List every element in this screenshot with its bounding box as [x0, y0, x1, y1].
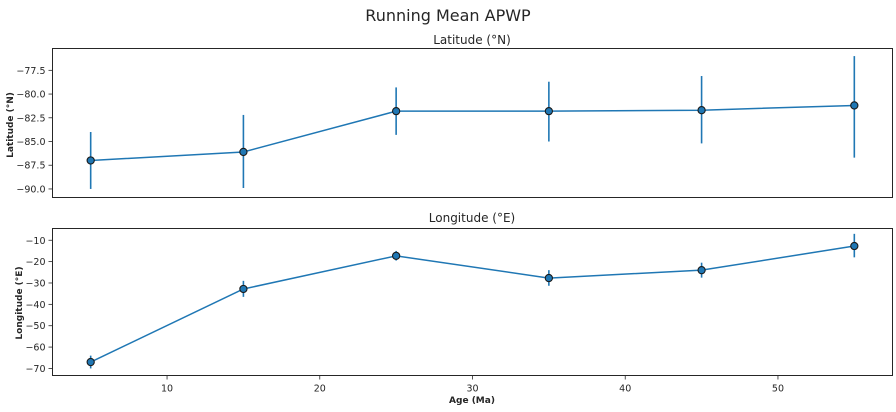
longitude-y-axis-label: Longitude (°E) — [15, 266, 25, 339]
latitude-y-tick-label: −80.0 — [16, 90, 45, 101]
longitude-data-point — [697, 266, 706, 275]
latitude-data-point — [544, 106, 554, 116]
longitude-error-bars — [89, 233, 856, 369]
latitude-panel: Latitude (°N) Latitude (°N) −90.0 −87.5 −8… — [6, 33, 893, 198]
latitude-series-line — [90, 104, 855, 162]
longitude-x-tick-label: 30 — [466, 384, 478, 395]
longitude-y-tick-label: −70 — [25, 364, 45, 375]
latitude-data-points — [86, 101, 859, 165]
latitude-data-point — [86, 156, 95, 165]
longitude-y-tick-label: −10 — [25, 236, 45, 247]
longitude-x-tick-label: 20 — [314, 384, 326, 395]
latitude-error-bars — [89, 56, 856, 189]
latitude-y-tick-label: −90.0 — [16, 184, 45, 195]
longitude-y-tick-label: −60 — [25, 343, 45, 354]
longitude-data-point — [850, 241, 859, 251]
latitude-y-tick-label: −87.5 — [16, 161, 45, 172]
longitude-data-point — [544, 273, 554, 283]
latitude-data-point — [391, 106, 401, 116]
longitude-y-tick-label: −20 — [25, 257, 45, 268]
longitude-y-ticks: −70 −60 −50 −40 −30 −20 −10 — [25, 236, 53, 375]
longitude-panel-title: Longitude (°E) — [429, 211, 515, 225]
x-axis-label: Age (Ma) — [449, 396, 495, 406]
longitude-data-point — [86, 357, 95, 367]
longitude-y-tick-label: −50 — [25, 321, 45, 332]
latitude-y-tick-label: −77.5 — [16, 66, 45, 77]
latitude-y-tick-label: −85.0 — [16, 137, 45, 148]
longitude-plot-frame — [52, 228, 893, 376]
latitude-y-axis-label: Latitude (°N) — [6, 92, 16, 158]
longitude-panel: Longitude (°E) Longitude (°E) −70−60−50−… — [15, 211, 893, 406]
longitude-data-point — [391, 251, 401, 260]
latitude-plot-frame — [52, 48, 893, 198]
latitude-y-ticks: −90.0 −87.5 −85.0 −82.5 −80.0 −77.5 — [16, 66, 53, 195]
longitude-x-tick-label: 50 — [772, 384, 784, 395]
longitude-y-tick-label: −40 — [25, 300, 45, 311]
longitude-data-point — [239, 284, 248, 294]
latitude-panel-title: Latitude (°N) — [433, 33, 511, 47]
longitude-y-tick-label: −30 — [25, 278, 45, 289]
longitude-data-points — [86, 241, 859, 367]
figure-title: Running Mean APWP — [365, 6, 531, 25]
latitude-data-point — [697, 106, 706, 115]
longitude-x-tick-label: 40 — [619, 384, 631, 395]
latitude-data-point — [850, 101, 859, 110]
latitude-y-tick-label: −82.5 — [16, 113, 45, 124]
longitude-x-tick-label: 10 — [161, 384, 173, 395]
longitude-series-line — [90, 245, 855, 363]
longitude-x-ticks: 10 20 30 40 50 — [161, 375, 784, 395]
latitude-data-point — [239, 147, 248, 157]
